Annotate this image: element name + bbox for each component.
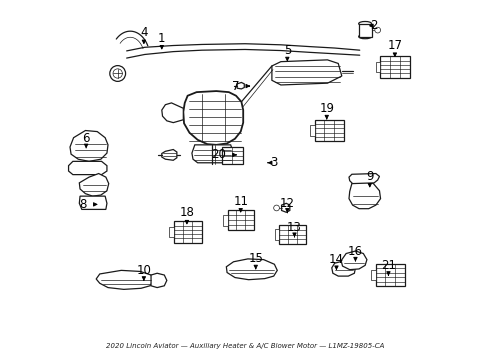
Polygon shape [162, 103, 183, 123]
Polygon shape [228, 210, 254, 230]
Polygon shape [332, 261, 355, 276]
Polygon shape [151, 273, 167, 288]
Text: 10: 10 [136, 264, 151, 277]
Text: 19: 19 [319, 103, 334, 116]
Polygon shape [279, 225, 306, 244]
Text: 20: 20 [212, 148, 226, 161]
Text: 2020 Lincoln Aviator — Auxiliary Heater & A/C Blower Motor — L1MZ-19805-CA: 2020 Lincoln Aviator — Auxiliary Heater … [106, 343, 384, 349]
Polygon shape [162, 149, 177, 160]
Circle shape [110, 66, 125, 81]
Polygon shape [222, 147, 243, 164]
Text: 2: 2 [370, 19, 378, 32]
Polygon shape [275, 229, 279, 240]
Text: 6: 6 [82, 132, 90, 145]
Polygon shape [79, 174, 109, 196]
Polygon shape [376, 62, 380, 72]
Polygon shape [349, 181, 381, 209]
Text: 4: 4 [140, 27, 147, 40]
Polygon shape [349, 174, 379, 184]
Text: 3: 3 [270, 156, 277, 169]
Circle shape [274, 205, 279, 211]
Text: 11: 11 [233, 195, 248, 208]
Text: 18: 18 [179, 207, 195, 220]
Text: 1: 1 [158, 32, 166, 45]
Text: 17: 17 [388, 39, 402, 52]
Polygon shape [226, 259, 277, 280]
Polygon shape [223, 215, 228, 226]
Text: 5: 5 [284, 44, 291, 57]
Text: 13: 13 [287, 221, 302, 234]
Polygon shape [237, 82, 245, 89]
Text: 14: 14 [329, 253, 344, 266]
Polygon shape [380, 56, 410, 78]
Polygon shape [341, 251, 367, 270]
Polygon shape [192, 145, 234, 163]
Text: 9: 9 [366, 170, 373, 183]
Ellipse shape [359, 35, 371, 39]
Polygon shape [371, 270, 375, 280]
Polygon shape [375, 264, 405, 286]
Polygon shape [359, 24, 371, 37]
Text: 16: 16 [348, 244, 363, 257]
Text: 8: 8 [79, 198, 87, 211]
Circle shape [375, 27, 381, 33]
Text: 7: 7 [232, 80, 240, 93]
Polygon shape [173, 221, 201, 243]
Text: 12: 12 [280, 197, 295, 210]
Polygon shape [282, 203, 290, 212]
Text: 21: 21 [381, 259, 396, 272]
Polygon shape [315, 120, 344, 141]
Polygon shape [96, 270, 153, 289]
Polygon shape [69, 161, 107, 175]
Text: 15: 15 [248, 252, 263, 265]
Polygon shape [272, 60, 342, 85]
Polygon shape [170, 226, 173, 237]
Polygon shape [310, 125, 315, 136]
Circle shape [113, 69, 122, 78]
Polygon shape [79, 196, 107, 210]
Polygon shape [70, 131, 108, 161]
Ellipse shape [359, 22, 371, 26]
Polygon shape [183, 91, 243, 145]
